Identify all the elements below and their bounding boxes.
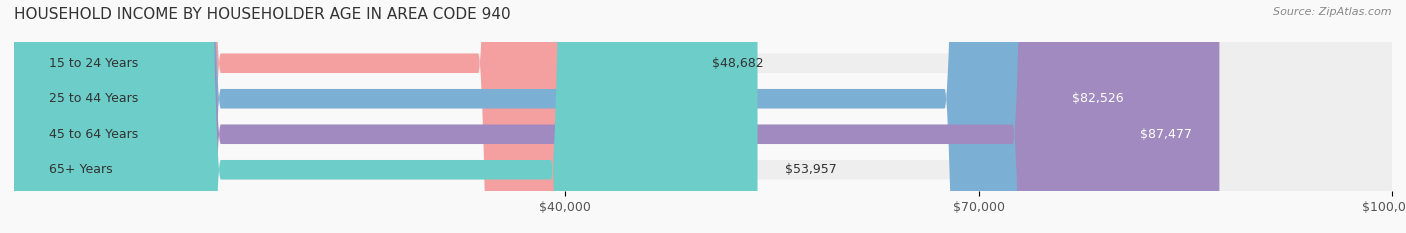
FancyBboxPatch shape — [14, 0, 1152, 233]
FancyBboxPatch shape — [14, 0, 1392, 233]
FancyBboxPatch shape — [14, 0, 758, 233]
FancyBboxPatch shape — [14, 0, 685, 233]
FancyBboxPatch shape — [14, 0, 1392, 233]
Text: $48,682: $48,682 — [713, 57, 763, 70]
Text: 65+ Years: 65+ Years — [48, 163, 112, 176]
Text: Source: ZipAtlas.com: Source: ZipAtlas.com — [1274, 7, 1392, 17]
Text: $87,477: $87,477 — [1140, 128, 1192, 141]
Text: 45 to 64 Years: 45 to 64 Years — [48, 128, 138, 141]
Text: 15 to 24 Years: 15 to 24 Years — [48, 57, 138, 70]
FancyBboxPatch shape — [14, 0, 1392, 233]
Text: 25 to 44 Years: 25 to 44 Years — [48, 92, 138, 105]
Text: $53,957: $53,957 — [785, 163, 837, 176]
Text: $82,526: $82,526 — [1071, 92, 1123, 105]
FancyBboxPatch shape — [14, 0, 1219, 233]
FancyBboxPatch shape — [14, 0, 1392, 233]
Text: HOUSEHOLD INCOME BY HOUSEHOLDER AGE IN AREA CODE 940: HOUSEHOLD INCOME BY HOUSEHOLDER AGE IN A… — [14, 7, 510, 22]
